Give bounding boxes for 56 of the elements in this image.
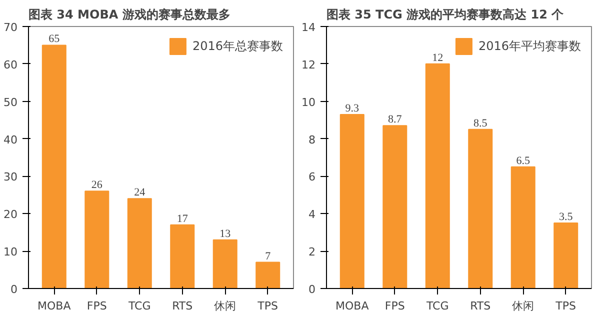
y-tick-label: 12 <box>302 58 316 72</box>
x-tick-label: RTS <box>470 300 491 312</box>
y-tick-label: 14 <box>302 21 316 34</box>
y-tick-label: 8 <box>308 133 316 146</box>
y-tick-label: 50 <box>4 96 18 109</box>
bar <box>468 128 493 288</box>
bar <box>256 262 280 288</box>
bar <box>127 198 152 288</box>
x-tick-label: 休闲 <box>214 300 236 312</box>
x-tick-label: RTS <box>172 300 193 312</box>
data-label: 8.5 <box>473 117 488 130</box>
x-tick-label: MOBA <box>336 300 370 312</box>
bar <box>382 125 408 288</box>
x-tick-label: FPS <box>86 300 107 312</box>
y-tick-label: 2 <box>308 246 316 259</box>
bar <box>340 114 364 288</box>
chart-title: 图表 34 MOBA 游戏的赛事总数最多 <box>28 8 230 22</box>
bar <box>425 63 450 288</box>
legend-label: 2016年总赛事数 <box>192 38 283 54</box>
y-tick-label: 4 <box>308 208 316 222</box>
x-tick-label: 休闲 <box>512 300 534 312</box>
x-tick-label: FPS <box>384 300 405 312</box>
y-tick-label: 60 <box>4 58 18 72</box>
bar <box>212 239 238 288</box>
y-tick-label: 6 <box>308 170 316 184</box>
data-label: 26 <box>91 179 103 192</box>
data-label: 3.5 <box>558 211 574 223</box>
data-label: 13 <box>220 228 232 240</box>
x-tick-label: TPS <box>554 300 576 312</box>
bar <box>170 224 195 288</box>
data-label: 6.5 <box>516 154 530 167</box>
data-label: 7 <box>265 250 272 262</box>
x-tick-label: MOBA <box>38 300 72 312</box>
y-tick-label: 70 <box>4 21 18 34</box>
data-label: 8.7 <box>388 114 402 126</box>
data-label: 65 <box>48 33 60 46</box>
y-tick-label: 20 <box>4 208 18 222</box>
bar <box>510 166 536 288</box>
data-label: 12 <box>432 52 444 64</box>
y-tick-label: 30 <box>4 170 18 184</box>
x-tick-label: TPS <box>256 300 278 312</box>
y-tick-label: 40 <box>4 133 18 146</box>
y-tick-label: 0 <box>10 283 18 296</box>
x-tick-label: TCG <box>425 300 449 312</box>
y-tick-label: 10 <box>302 96 316 109</box>
bar <box>42 44 66 288</box>
chart-title: 图表 35 TCG 游戏的平均赛事数高达 12 个 <box>326 8 565 22</box>
legend-label: 2016年平均赛事数 <box>478 38 581 54</box>
x-tick-label: TCG <box>127 300 151 312</box>
data-label: 17 <box>176 212 188 225</box>
bar <box>554 222 578 288</box>
bar <box>84 190 110 288</box>
y-tick-label: 10 <box>4 246 18 259</box>
data-label: 9.3 <box>345 102 360 114</box>
data-label: 24 <box>134 186 146 199</box>
y-tick-label: 0 <box>308 283 316 296</box>
